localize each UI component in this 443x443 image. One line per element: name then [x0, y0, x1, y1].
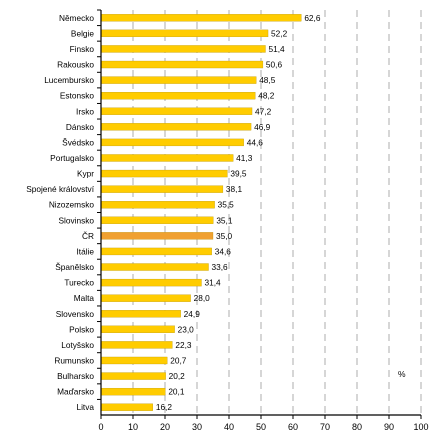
category-label: Itálie	[76, 246, 94, 256]
value-label: 31,4	[204, 278, 221, 288]
axes	[97, 9, 422, 419]
category-label: Polsko	[69, 324, 94, 334]
value-label: 16,2	[156, 402, 173, 412]
bar	[100, 310, 181, 318]
bar	[100, 154, 234, 162]
grid-lines	[132, 10, 422, 415]
bar	[100, 92, 256, 100]
bar	[100, 76, 257, 84]
bar	[100, 372, 166, 380]
x-tick-label: 60	[288, 422, 298, 432]
x-tick-labels: 0 10 20 30 40 50 60 70 80 90 100	[98, 422, 428, 432]
value-label: 39,5	[230, 169, 247, 179]
bar	[100, 247, 212, 256]
bar	[100, 107, 253, 115]
bar	[100, 387, 166, 396]
x-tick-label: 70	[320, 422, 330, 432]
bar	[100, 138, 244, 147]
value-label: 52,2	[271, 28, 288, 38]
value-label: 35,1	[216, 215, 233, 225]
category-label: Estonsko	[60, 91, 95, 101]
value-label: 51,4	[268, 44, 285, 54]
value-label: 47,2	[255, 106, 272, 116]
category-label: Turecko	[64, 278, 94, 288]
value-label: 50,6	[266, 60, 283, 70]
category-label: Švédsko	[62, 137, 94, 147]
value-label: 44,6	[247, 137, 264, 147]
category-label: Rumunsko	[54, 355, 94, 365]
category-label: Spojené království	[26, 184, 94, 194]
value-label: 35,0	[216, 231, 233, 241]
x-tick-label: 30	[192, 422, 202, 432]
bar	[100, 278, 202, 287]
bar	[100, 325, 175, 333]
x-tick-label: 100	[413, 422, 428, 432]
category-label: Belgie	[71, 28, 94, 38]
category-label: Lucembursko	[44, 75, 94, 85]
category-label: Kypr	[77, 169, 94, 179]
category-labels: Německo Belgie Finsko Rakousko Lucembursko Es…	[26, 13, 94, 412]
category-label: Nizozemsko	[49, 200, 95, 210]
value-label: 23,0	[178, 324, 195, 334]
bar	[100, 356, 168, 365]
x-tick-label: 40	[224, 422, 234, 432]
bar	[100, 45, 266, 53]
bar	[100, 216, 214, 224]
category-label: Španělsko	[55, 262, 94, 272]
value-label: 48,2	[258, 91, 275, 101]
bar	[100, 263, 209, 271]
category-label: Maďarsko	[57, 387, 94, 397]
category-label: Finsko	[70, 44, 95, 54]
category-label: Litva	[76, 402, 94, 412]
category-label: Portugalsko	[50, 153, 94, 163]
x-tick-label: 50	[256, 422, 266, 432]
category-label: Lotyšsko	[61, 340, 94, 350]
unit-label: %	[398, 369, 406, 379]
value-label: 20,1	[168, 387, 185, 397]
category-label: Německo	[59, 13, 94, 23]
bar	[100, 294, 191, 302]
category-label: Slovensko	[56, 309, 95, 319]
value-label: 28,0	[194, 293, 211, 303]
category-label: ČR	[82, 231, 94, 241]
value-label: 33,6	[212, 262, 229, 272]
x-tick-label: 90	[384, 422, 394, 432]
bar	[100, 169, 228, 178]
x-tick-label: 10	[128, 422, 138, 432]
bar	[100, 201, 215, 209]
value-label: 62,6	[304, 13, 321, 23]
category-label: Rakousko	[57, 60, 94, 70]
value-label: 22,3	[175, 340, 192, 350]
x-tick-label: 80	[352, 422, 362, 432]
bar	[100, 29, 269, 38]
value-label: 24,9	[184, 309, 201, 319]
category-label: Slovinsko	[58, 215, 94, 225]
bar	[100, 185, 224, 193]
value-label: 46,9	[254, 122, 271, 132]
x-tick-label: 20	[160, 422, 170, 432]
category-label: Irsko	[76, 106, 94, 116]
bar	[100, 232, 214, 240]
bars	[100, 14, 302, 411]
value-label: 38,1	[226, 184, 243, 194]
value-label: 35,5	[218, 200, 235, 210]
category-label: Bulharsko	[57, 371, 94, 381]
x-tick-label: 0	[98, 422, 103, 432]
value-label: 20,2	[169, 371, 186, 381]
bar	[100, 403, 153, 411]
category-label: Malta	[74, 293, 95, 303]
bar	[100, 123, 252, 131]
value-label: 41,3	[236, 153, 253, 163]
value-label: 34,6	[215, 246, 232, 256]
bar	[100, 60, 264, 69]
value-labels: 62,6 52,2 51,4 50,6 48,5 48,2 47,2 46,9 44,6 41,3…	[156, 13, 321, 412]
value-label: 20,7	[170, 355, 187, 365]
value-label: 48,5	[259, 75, 276, 85]
bar	[100, 341, 173, 349]
category-label: Dánsko	[66, 122, 95, 132]
bar	[100, 14, 302, 22]
